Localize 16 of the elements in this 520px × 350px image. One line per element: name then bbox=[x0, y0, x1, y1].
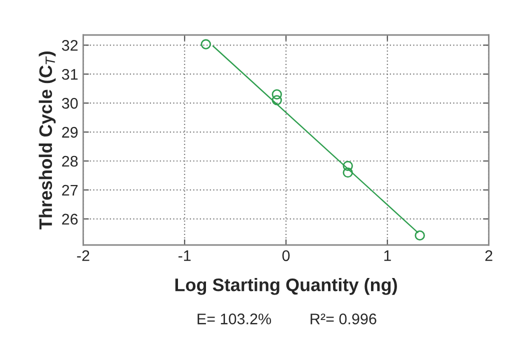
x-axis-title: Log Starting Quantity (ng) bbox=[175, 278, 397, 295]
y-tick-label: 27 bbox=[62, 184, 78, 196]
y-tick-label: 26 bbox=[62, 214, 78, 225]
y-axis-title: Threshold Cycle (C$_{T}$) bbox=[38, 52, 56, 230]
y-tick-label: 32 bbox=[62, 40, 78, 51]
x-tick-label: -2 bbox=[77, 250, 90, 261]
x-tick-label: 1 bbox=[384, 250, 391, 261]
x-tick-label: -1 bbox=[178, 250, 191, 261]
x-tick-label: 2 bbox=[485, 250, 492, 261]
text: R²= 0.996 bbox=[310, 314, 376, 324]
text: E= 103.2% bbox=[198, 314, 272, 324]
y-tick-label: 31 bbox=[62, 68, 78, 80]
x-tick-label: 0 bbox=[282, 250, 290, 262]
y-tick-label: 30 bbox=[62, 98, 78, 109]
y-tick-label: 28 bbox=[62, 156, 78, 167]
y-tick-label: 29 bbox=[62, 126, 78, 138]
